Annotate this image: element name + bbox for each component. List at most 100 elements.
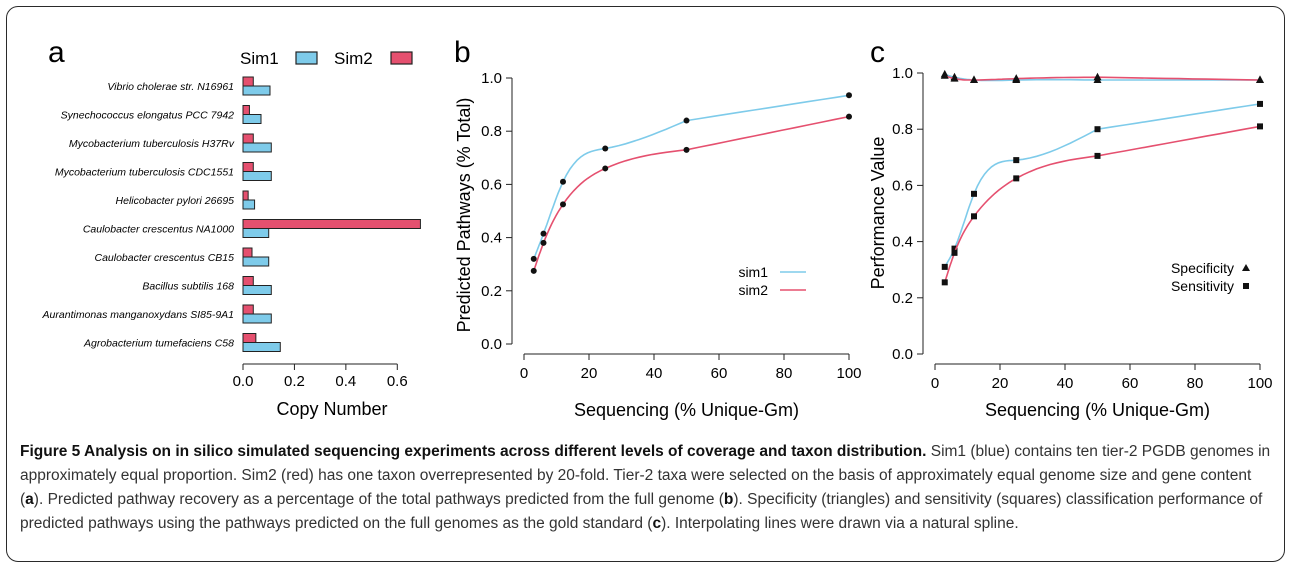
panel-b-chart: 0 20 40 60 80 100 0.0 0.2 0.4 0.6 0.8 1.0 Sequencing… (454, 70, 862, 420)
category-label: Mycobacterium tuberculosis H37Rv (69, 138, 235, 150)
series-line-sim2 (533, 115, 850, 272)
legend-swatch-sim1 (295, 51, 318, 65)
x-tick-label: 0.6 (387, 373, 408, 390)
caption-text-2: ). Predicted pathway recovery as a perce… (33, 491, 724, 508)
bar-sim1 (242, 199, 256, 210)
point-sim2 (560, 201, 566, 208)
point-sim1 (602, 145, 609, 152)
category-label: Vibrio cholerae str. N16961 (107, 81, 234, 93)
bar-sim2 (242, 304, 254, 315)
bar-sim2 (242, 276, 254, 286)
point-sim1 (683, 117, 690, 124)
marker-square (951, 249, 958, 256)
bar-sim2 (242, 105, 250, 115)
point-sim2 (683, 146, 690, 153)
x-axis-title: Sequencing (% Unique-Gm) (574, 400, 799, 420)
bar-sim1 (242, 114, 262, 124)
x-tick-label: 0.2 (284, 373, 305, 390)
caption-text-3: ). Specificity (triangles) and sensitivi… (20, 491, 1263, 532)
legend-marker-triangle (1242, 264, 1250, 271)
marker-square (941, 263, 948, 270)
point-sim2 (540, 239, 547, 246)
panel-c-chart: 0 20 40 60 80 100 0.0 0.2 0.4 0.6 0.8 1.0 Sequencing… (868, 65, 1273, 420)
bar-sim2 (242, 219, 421, 229)
legend-label-sim2: Sim2 (334, 49, 373, 68)
legend-label-sim1: sim1 (738, 264, 768, 280)
marker-triangle (970, 75, 978, 84)
point-sim1 (846, 92, 852, 99)
legend-swatch-sim2 (390, 51, 413, 65)
marker-square (1013, 157, 1020, 164)
bar-sim2 (242, 247, 253, 258)
x-tick-label: 0.0 (233, 373, 254, 390)
x-tick-label: 20 (992, 375, 1009, 392)
y-tick-label: 0.6 (481, 176, 502, 193)
caption-ref-c: c (652, 515, 662, 532)
legend-label-sim1: Sim1 (240, 49, 279, 68)
y-axis-title: Performance Value (868, 137, 888, 290)
y-tick-label: 0.4 (481, 230, 502, 247)
y-axis-title: Predicted Pathways (% Total) (454, 98, 474, 333)
marker-triangle (950, 74, 959, 82)
x-tick-label: 80 (1187, 375, 1204, 392)
marker-square (951, 245, 958, 252)
x-tick-label: 60 (1122, 375, 1139, 392)
y-tick-label: 0.0 (481, 336, 502, 353)
marker-square (1094, 126, 1101, 133)
y-tick-label: 0.2 (892, 290, 913, 307)
y-tick-label: 0.4 (892, 234, 913, 251)
caption-text-4: ). Interpolating lines were drawn via a … (661, 515, 1019, 532)
point-sim1 (560, 178, 566, 185)
category-label: Agrobacterium tumefaciens C58 (83, 338, 234, 350)
series-line-sensitivity-sim1 (944, 103, 1261, 268)
bar-sim1 (242, 228, 270, 238)
y-tick-label: 0.0 (892, 346, 913, 363)
panel-label-c: c (870, 36, 885, 69)
x-tick-label: 40 (1057, 375, 1074, 392)
caption-ref-a: a (25, 491, 34, 508)
category-label: Mycobacterium tuberculosis CDC1551 (55, 167, 234, 179)
caption-ref-b: b (723, 491, 734, 508)
point-sim1 (530, 255, 537, 262)
panel-label-b: b (454, 36, 471, 69)
y-tick-label: 0.8 (892, 121, 913, 138)
marker-triangle (1093, 72, 1102, 81)
series-line-sensitivity-sim2 (944, 125, 1261, 283)
bar-sim2 (242, 333, 257, 343)
point-sim2 (530, 267, 537, 274)
y-tick-label: 1.0 (892, 65, 913, 82)
point-sim2 (602, 165, 609, 172)
legend-label-specificity: Specificity (1171, 260, 1234, 276)
category-label: Caulobacter crescentus NA1000 (83, 224, 234, 236)
marker-square (1094, 152, 1101, 159)
marker-triangle (1256, 75, 1264, 84)
bar-sim2 (242, 162, 254, 172)
x-tick-label: 40 (646, 365, 663, 382)
series-line-sim1 (533, 94, 850, 260)
category-label: Helicobacter pylori 26695 (116, 195, 235, 207)
category-label: Synechococcus elongatus PCC 7942 (61, 110, 235, 122)
y-tick-label: 0.6 (892, 177, 913, 194)
bar-sim1 (242, 256, 270, 267)
x-axis-title: Sequencing (% Unique-Gm) (985, 400, 1210, 420)
x-tick-label: 0.4 (335, 373, 356, 390)
figure-caption: Figure 5 Analysis on in silico simulated… (20, 440, 1275, 536)
panel-label-a: a (48, 36, 65, 69)
legend-label-sim2: sim2 (738, 282, 768, 298)
y-tick-label: 1.0 (481, 70, 502, 87)
bar-sim2 (242, 133, 254, 144)
marker-square (1257, 123, 1263, 130)
legend-label-sensitivity: Sensitivity (1171, 278, 1234, 294)
legend-marker-square (1243, 283, 1249, 289)
bar-sim1 (242, 142, 272, 153)
x-tick-label: 60 (711, 365, 728, 382)
x-tick-label: 20 (581, 365, 598, 382)
figure-frame (6, 6, 1285, 562)
bar-sim2 (242, 76, 254, 87)
caption-title: Figure 5 Analysis on in silico simulated… (20, 443, 927, 460)
marker-triangle (1012, 74, 1021, 82)
x-tick-label: 0 (520, 365, 528, 382)
marker-square (1013, 175, 1020, 182)
bar-sim1 (242, 285, 272, 295)
bar-sim1 (242, 85, 271, 96)
